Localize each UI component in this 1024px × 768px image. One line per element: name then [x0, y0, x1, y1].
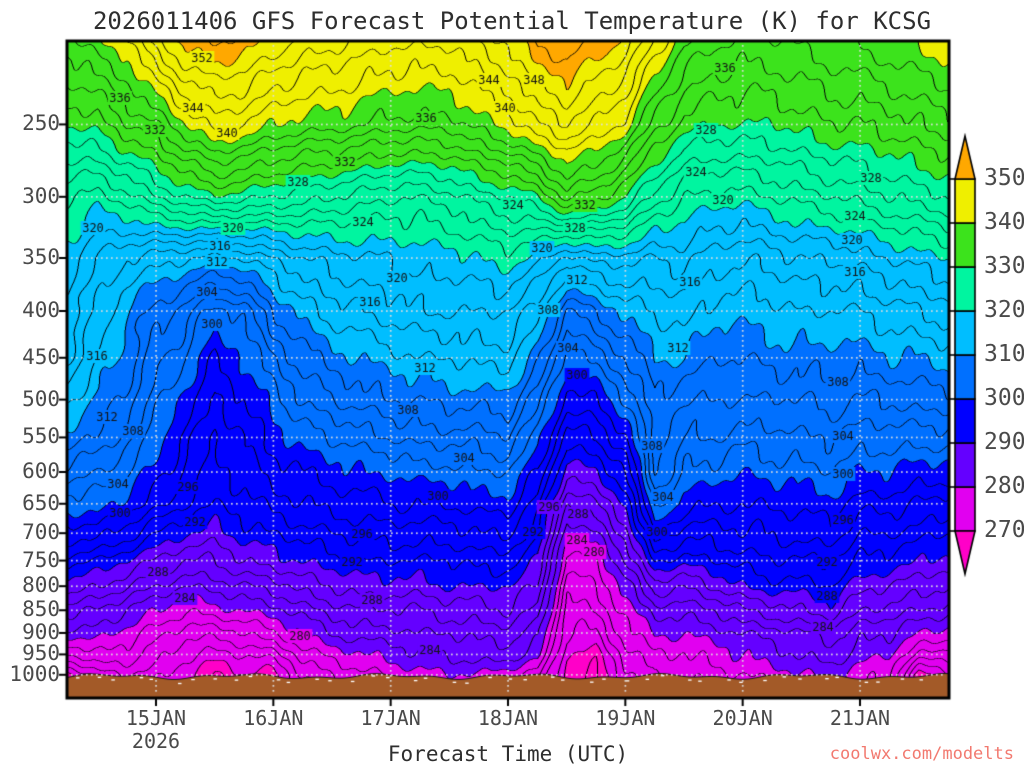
chart-title: 2026011406 GFS Forecast Potential Temper… [92, 7, 932, 35]
colorbar-label-310: 310 [984, 341, 1024, 367]
watermark-text: coolwx.com/modelts [829, 744, 1014, 764]
y-tick-label-800: 800 [22, 573, 60, 598]
y-tick-label-700: 700 [22, 520, 60, 545]
y-tick-label-450: 450 [22, 344, 60, 369]
x-tick-label-20JAN: 20JAN [712, 706, 773, 730]
colorbar-label-270: 270 [984, 517, 1024, 543]
y-tick-label-400: 400 [22, 298, 60, 322]
y-tick-label-900: 900 [22, 619, 60, 644]
y-tick-label-550: 550 [22, 424, 60, 449]
x-axis-title: Forecast Time (UTC) [387, 742, 629, 766]
colorbar-label-320: 320 [984, 297, 1024, 323]
y-tick-label-950: 950 [22, 641, 60, 666]
y-tick-label-650: 650 [22, 490, 60, 515]
colorbar-label-290: 290 [984, 429, 1024, 455]
colorbar-label-280: 280 [984, 473, 1024, 499]
y-tick-label-850: 850 [22, 597, 60, 622]
y-tick-label-1000: 1000 [9, 661, 60, 686]
y-tick-label-250: 250 [22, 111, 60, 136]
y-tick-label-300: 300 [22, 183, 60, 208]
y-tick-label-350: 350 [22, 244, 60, 269]
x-tick-label-21JAN: 21JAN [829, 706, 891, 730]
y-tick-label-600: 600 [22, 458, 60, 483]
x-tick-label-15JAN: 15JAN [125, 706, 187, 730]
y-tick-label-750: 750 [22, 547, 60, 572]
x-axis-year-label: 2026 [131, 729, 181, 753]
colorbar-label-330: 330 [984, 253, 1024, 279]
colorbar-label-300: 300 [984, 385, 1024, 411]
x-tick-label-17JAN: 17JAN [360, 706, 421, 730]
colorbar-label-350: 350 [984, 165, 1024, 191]
x-tick-label-16JAN: 16JAN [243, 706, 304, 730]
y-tick-label-500: 500 [22, 386, 60, 411]
x-tick-label-18JAN: 18JAN [477, 706, 539, 730]
x-tick-label-19JAN: 19JAN [595, 706, 656, 730]
colorbar-label-340: 340 [984, 209, 1024, 235]
